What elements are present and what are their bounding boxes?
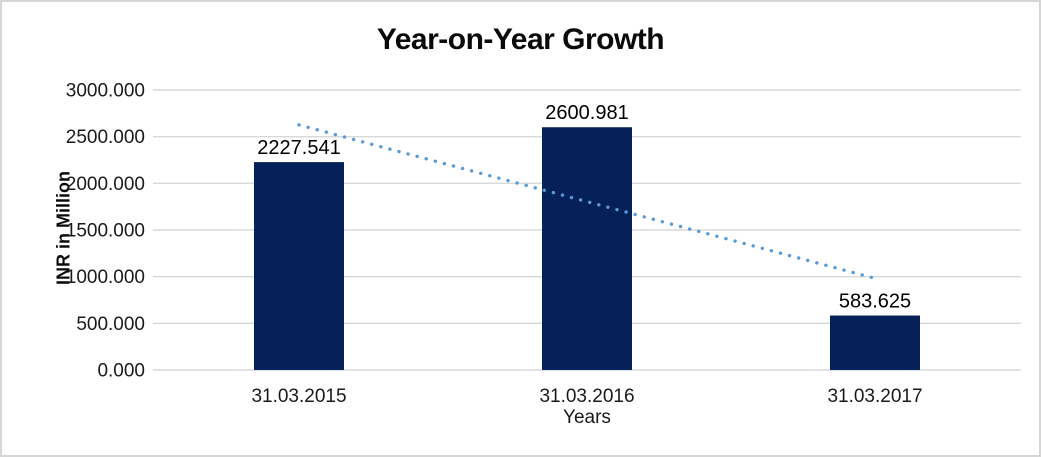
y-axis-tick-label: 3000.000 [66,81,145,102]
x-axis-tick-label: 31.03.2015 [251,386,346,407]
y-axis-tick-label: 1500.000 [66,221,145,242]
x-axis-tick-label: 31.03.2016 [539,386,634,407]
x-axis-title: Years [563,407,611,428]
chart-title: Year-on-Year Growth [376,23,665,56]
y-axis-tick-label: 1000.000 [66,267,145,288]
y-axis-tick-label: 500.000 [76,314,145,335]
trendline [297,123,877,281]
x-axis-tick-label: 31.03.2017 [827,386,922,407]
bar [254,162,344,370]
bar-value-label: 2600.981 [545,102,628,124]
bar-value-label: 2227.541 [257,137,340,159]
bar-value-label: 583.625 [839,291,911,313]
bar [542,127,632,370]
bar [830,315,920,370]
y-axis-tick-label: 2500.000 [66,127,145,148]
y-axis-tick-label: 0.000 [97,361,145,382]
y-axis-tick-label: 2000.000 [66,174,145,195]
